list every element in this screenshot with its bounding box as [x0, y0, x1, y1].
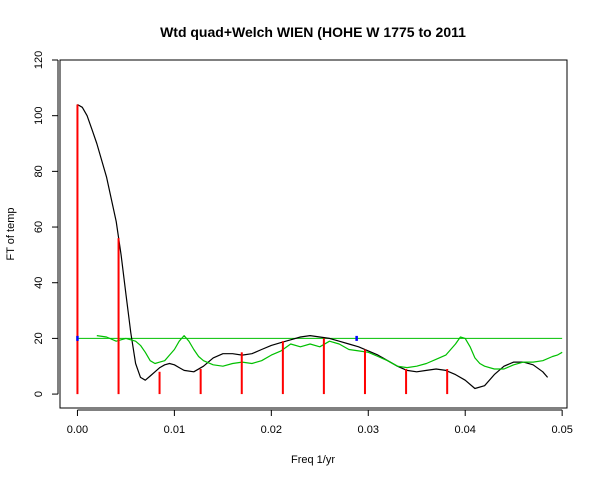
x-tick-label: 0.02 — [261, 424, 282, 436]
y-tick-label: 80 — [33, 165, 45, 177]
x-axis-label: Freq 1/yr — [291, 454, 335, 466]
x-tick-label: 0.05 — [551, 424, 572, 436]
y-tick-label: 40 — [33, 277, 45, 289]
y-tick-label: 0 — [33, 391, 45, 397]
y-tick-label: 100 — [33, 107, 45, 125]
y-tick-label: 20 — [33, 332, 45, 344]
plot-frame — [59, 59, 568, 409]
x-axis: 0.00 0.01 0.02 0.03 0.04 0.05 — [67, 409, 573, 436]
x-tick-label: 0.04 — [455, 424, 476, 436]
series-smooth-line — [77, 103, 549, 390]
chart-title: Wtd quad+Welch WIEN (HOHE W 1775 to 2011 — [160, 24, 466, 40]
y-axis: 0 20 40 60 80 100 120 — [33, 51, 59, 397]
plot-area — [76, 103, 563, 395]
y-tick-label: 120 — [33, 51, 45, 69]
x-tick-label: 0.01 — [164, 424, 185, 436]
x-tick-label: 0.03 — [358, 424, 379, 436]
y-tick-label: 60 — [33, 221, 45, 233]
x-tick-label: 0.00 — [67, 424, 88, 436]
series-noise-line — [96, 335, 563, 370]
y-axis-label: FT of temp — [5, 208, 17, 261]
